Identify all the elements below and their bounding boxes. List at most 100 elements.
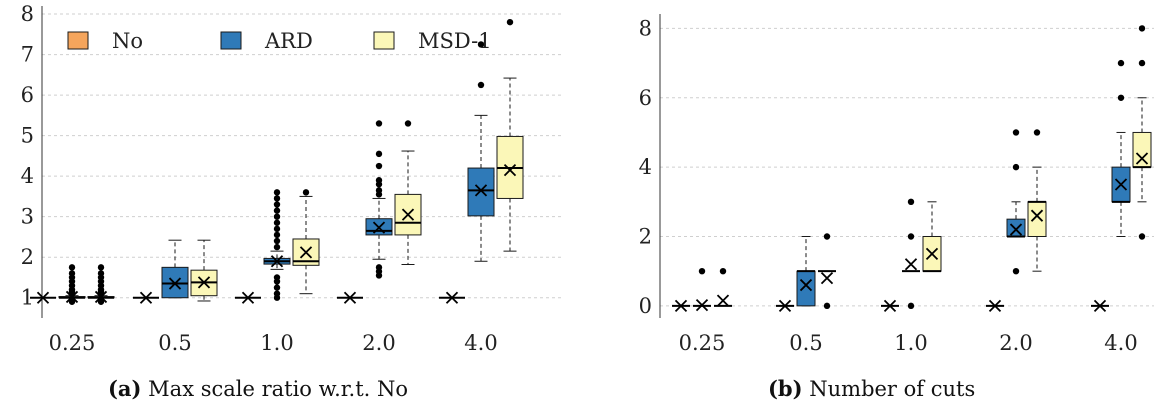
box-no-2.0	[337, 291, 363, 304]
flier-point	[1012, 129, 1020, 136]
caption-a-tag: (a)	[108, 376, 142, 401]
flier-point	[1138, 25, 1146, 32]
box-mean-marker	[799, 278, 813, 292]
box-ard-1.0	[263, 189, 291, 301]
box-mean-marker	[778, 299, 792, 312]
flier-point	[477, 81, 485, 89]
legend-swatch-ard	[220, 31, 242, 50]
flier-point	[97, 270, 105, 277]
box-msd-1-4.0	[1132, 25, 1152, 240]
box-mean-marker	[883, 299, 897, 312]
flier-point	[1033, 129, 1041, 136]
legend-label-msd-1: MSD-1	[418, 29, 492, 53]
box-body	[467, 167, 495, 217]
flier-point	[273, 189, 281, 196]
flier-point	[477, 41, 485, 48]
caption-a-text: Max scale ratio w.r.t. No	[148, 377, 408, 401]
y-tick-label: 3	[21, 205, 34, 229]
box-mean-marker	[241, 291, 255, 304]
box-mean-marker	[695, 299, 709, 312]
y-tick-label: 1	[21, 286, 34, 310]
box-no-4.0	[439, 291, 465, 304]
flier-point	[273, 243, 281, 251]
chart-panel-a: 1 2 3 4 5 6 7 8 0.25 0.5 1.0 2.0 4.0 No ARD MSD-1	[21, 2, 562, 355]
box-mean-marker	[988, 299, 1002, 312]
box-ard-0.5	[796, 235, 816, 307]
box-mean-marker	[474, 184, 488, 197]
box-msd-1-0.5	[190, 239, 218, 302]
flier-point	[1117, 59, 1125, 67]
flier-point	[375, 264, 383, 271]
box-no-1.0	[235, 291, 261, 304]
box-msd-1-1.0	[292, 189, 320, 295]
caption-b-tag: (b)	[768, 376, 803, 401]
box-msd-1-0.25	[714, 267, 732, 307]
box-no-0.5	[776, 299, 794, 312]
y-tick-label: 5	[21, 124, 34, 148]
box-no-0.25	[30, 291, 56, 304]
box-mean-marker	[401, 208, 415, 221]
box-msd-1-1.0	[922, 201, 942, 273]
box-no-1.0	[881, 299, 899, 312]
y-tick-label: 4	[639, 155, 652, 179]
flier-point	[506, 18, 514, 26]
box-no-2.0	[986, 299, 1004, 312]
box-ard-2.0	[1006, 129, 1026, 275]
y-tick-label: 7	[21, 43, 34, 67]
box-mean-marker	[716, 294, 730, 307]
box-mean-marker	[445, 291, 459, 304]
caption-b-text: Number of cuts	[809, 377, 976, 401]
flier-point	[1138, 233, 1146, 240]
flier-point	[68, 264, 76, 271]
flier-point	[273, 274, 281, 281]
y-tick-label: 0	[639, 294, 652, 318]
flier-point	[1117, 94, 1125, 101]
box-mean-marker	[1093, 299, 1107, 312]
chart-panel-b: 0 2 4 6 8 0.25 0.5 1.0 2.0 4.0	[639, 14, 1154, 355]
box-ard-4.0	[467, 41, 495, 262]
box-ard-0.25	[693, 267, 711, 312]
box-mean-marker	[1009, 223, 1023, 236]
x-tick-label: 0.25	[49, 331, 96, 355]
flier-point	[273, 231, 281, 239]
flier-point	[1012, 267, 1020, 275]
legend: No ARD MSD-1	[67, 29, 492, 53]
caption-a: (a) Max scale ratio w.r.t. No	[108, 376, 408, 401]
flier-point	[273, 195, 281, 202]
legend-swatch-no	[67, 31, 89, 50]
box-no-0.25	[672, 299, 690, 312]
flier-point	[375, 177, 383, 184]
x-tick-label: 4.0	[464, 331, 497, 355]
flier-point	[1012, 163, 1020, 171]
box-mean-marker	[299, 246, 313, 259]
flier-point	[273, 201, 281, 208]
flier-point	[273, 207, 281, 214]
box-msd-1-2.0	[394, 120, 422, 266]
flier-point	[273, 225, 281, 233]
box-mean-marker	[904, 258, 918, 271]
flier-point	[68, 270, 76, 277]
flier-point	[375, 120, 383, 127]
x-tick-label: 1.0	[894, 331, 927, 355]
y-tick-label: 2	[21, 245, 34, 269]
flier-point	[273, 237, 281, 245]
flier-point	[375, 150, 383, 158]
box-mean-marker	[1114, 178, 1128, 191]
x-tick-label: 2.0	[999, 331, 1032, 355]
flier-point	[273, 284, 281, 291]
box-mean-marker	[925, 247, 939, 260]
x-tick-label: 0.5	[789, 331, 822, 355]
flier-point	[273, 290, 281, 297]
y-tick-label: 6	[639, 86, 652, 110]
flier-point	[302, 189, 310, 196]
y-tick-label: 8	[21, 2, 34, 26]
box-mean-marker	[1135, 152, 1149, 165]
flier-point	[273, 219, 281, 226]
y-tick-label: 2	[639, 224, 652, 248]
flier-point	[719, 267, 727, 275]
x-tick-label: 2.0	[362, 331, 395, 355]
box-mean-marker	[197, 276, 211, 289]
box-ard-2.0	[365, 120, 393, 279]
box-ard-1.0	[902, 198, 920, 310]
